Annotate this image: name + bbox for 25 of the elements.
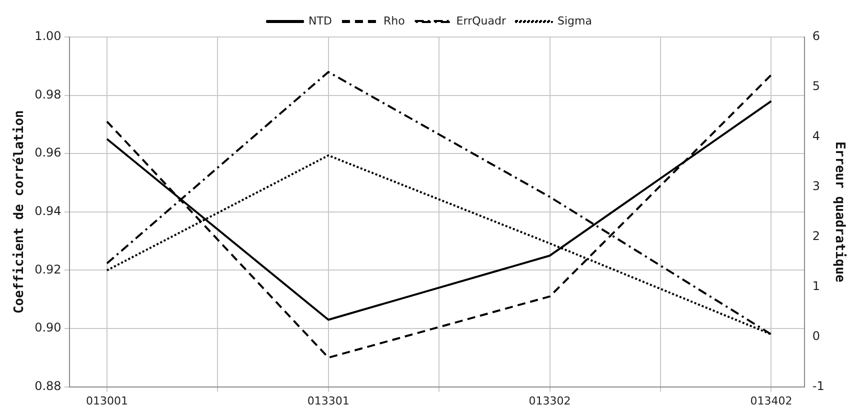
y2-axis-title: Erreur quadratique: [832, 141, 847, 283]
y2-tick-label: 6: [812, 29, 820, 44]
y2-tick-label: 1: [812, 278, 820, 293]
y-tick-label: 0.98: [34, 87, 62, 102]
y2-tick-label: 3: [812, 179, 820, 194]
x-tick-label: 013402: [750, 394, 792, 408]
legend-label: NTD: [308, 14, 332, 28]
y-tick-label: 0.94: [34, 204, 62, 218]
y-tick-label: 1.00: [34, 29, 62, 44]
y2-tick-label: 5: [812, 79, 820, 94]
y-tick-label: 0.88: [34, 378, 62, 393]
y-tick-label: 0.92: [34, 262, 62, 276]
y-tick-label: 0.90: [34, 320, 62, 335]
y2-tick-label: -1: [812, 378, 824, 393]
x-tick-label: 013001: [86, 394, 128, 408]
y-tick-label: 0.96: [34, 146, 62, 160]
y2-tick-label: 0: [812, 328, 820, 343]
legend-label: Rho: [383, 14, 406, 28]
legend-label: Sigma: [557, 14, 592, 28]
x-tick-label: 013301: [307, 394, 350, 408]
x-tick-label: 013302: [528, 394, 571, 408]
legend-label: ErrQuadr: [456, 14, 506, 28]
y-axis-title: Coefficient de corrélation: [12, 110, 28, 314]
y2-tick-label: 2: [812, 229, 820, 244]
y2-tick-label: 4: [812, 129, 820, 144]
